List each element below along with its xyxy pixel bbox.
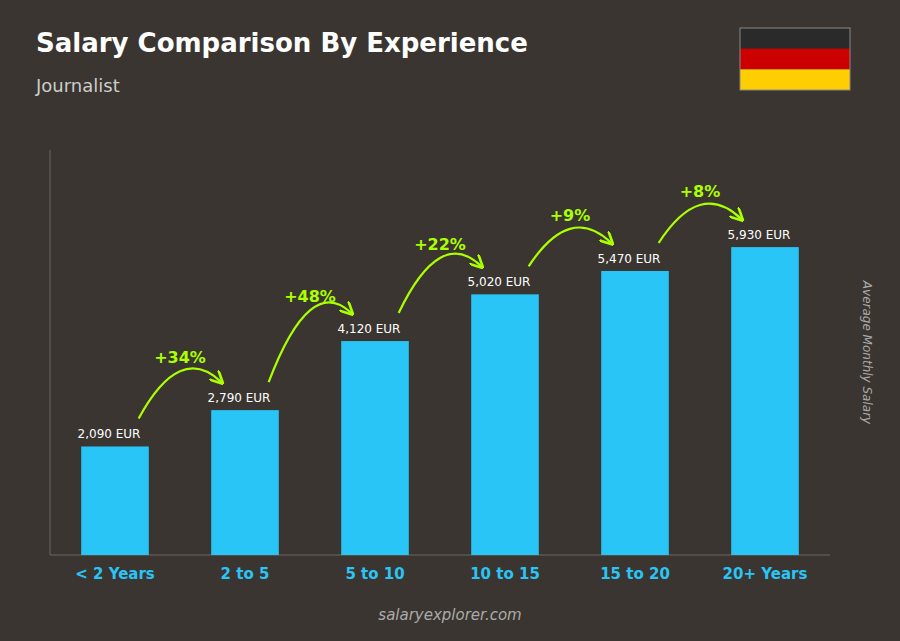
x-tick-label: < 2 Years	[75, 565, 155, 583]
annotation: +22%	[414, 235, 466, 254]
change-arrow	[659, 204, 742, 243]
bar	[601, 271, 669, 555]
change-arrow	[139, 368, 222, 418]
data-label: 5,020 EUR	[468, 275, 531, 289]
watermark: salaryexplorer.com	[378, 606, 521, 624]
bar	[731, 247, 799, 555]
flag-stripe	[740, 49, 850, 70]
x-axis-line	[50, 555, 830, 556]
bars	[81, 247, 799, 555]
flag-stripe	[740, 28, 850, 49]
annotation: +9%	[550, 206, 591, 225]
title: Salary Comparison By Experience	[36, 28, 528, 58]
annotation: +34%	[154, 348, 206, 367]
x-tick-label: 15 to 20	[600, 565, 670, 583]
bar	[341, 341, 409, 555]
data-label: 2,090 EUR	[78, 427, 141, 441]
flag-border	[740, 28, 850, 90]
y-axis-line	[50, 150, 51, 555]
bar	[211, 410, 279, 555]
change-arrow	[269, 302, 352, 382]
change-arrow	[399, 254, 482, 313]
chart: Salary Comparison By Experience Journalis…	[0, 0, 900, 641]
data-label: 4,120 EUR	[338, 322, 401, 336]
flag	[740, 28, 850, 90]
chart-container: Salary Comparison By Experience Journalis…	[0, 0, 900, 641]
background	[0, 0, 900, 641]
annotation: +48%	[284, 287, 336, 306]
y-axis-label: Average Monthly Salary	[860, 280, 874, 425]
data-label: 2,790 EUR	[208, 391, 271, 405]
bar	[471, 294, 539, 555]
x-tick-label: 10 to 15	[470, 565, 540, 583]
x-tick-label: 20+ Years	[723, 565, 808, 583]
subtitle: Journalist	[35, 75, 120, 96]
bar	[81, 446, 149, 555]
data-label: 5,930 EUR	[728, 228, 791, 242]
annotation: +8%	[680, 182, 721, 201]
flag-stripe	[740, 69, 850, 90]
x-tick-label: 2 to 5	[221, 565, 270, 583]
change-arrow	[529, 228, 612, 267]
data-label: 5,470 EUR	[598, 252, 661, 266]
x-tick-label: 5 to 10	[345, 565, 404, 583]
